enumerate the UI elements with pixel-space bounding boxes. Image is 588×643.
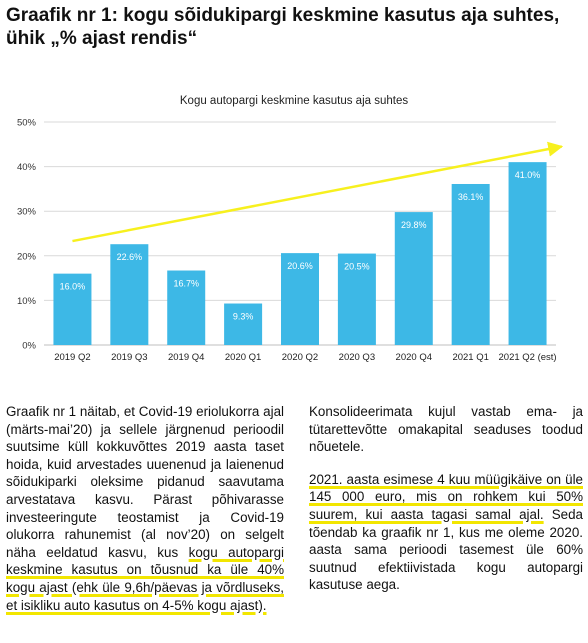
bar [508,162,547,345]
bar [53,273,92,345]
right-paragraph-part-2: Seda tõendab ka graafik nr 1, kus me ole… [309,506,583,593]
bar [224,303,263,345]
x-tick-label: 2020 Q4 [396,352,432,363]
bar [451,183,490,345]
left-paragraph-part-1: Graafik nr 1 näitab, et Covid-19 erioluk… [6,404,284,560]
data-label: 20.5% [344,262,370,272]
x-tick-label: 2021 Q2 (est) [499,352,557,363]
heading-line-2: ühik „% ajast rendis“ [6,28,198,49]
chart-heading: Graafik nr 1: kogu sõidukipargi keskmine… [6,4,582,50]
left-column: Graafik nr 1 näitab, et Covid-19 erioluk… [6,403,284,629]
usage-bar-chart: Kogu autopargi keskmine kasutus aja suht… [17,95,564,363]
bar [394,212,433,345]
left-paragraph-highlight: kogu autopargi keskmine kasutus on tõusn… [6,544,284,613]
bar [281,253,319,345]
data-label: 22.6% [117,252,143,262]
data-label: 41.0% [515,170,541,180]
y-tick-label: 50% [17,118,37,129]
data-label: 9.3% [233,312,254,322]
x-tick-label: 2020 Q2 [282,352,318,363]
data-label: 36.1% [458,192,484,202]
right-paragraph-1: Konsolideerimata kujul vastab ema- ja tü… [309,404,583,455]
data-label: 20.6% [287,261,313,271]
x-tick-label: 2019 Q3 [111,352,147,363]
right-paragraph-highlight: 2021. aasta esimese 4 kuu müügikäive on … [309,471,583,522]
heading-line-1: Graafik nr 1: kogu sõidukipargi keskmine… [6,5,560,26]
bar [110,244,149,345]
y-tick-label: 40% [17,162,37,173]
bar [337,253,376,345]
chart-title: Kogu autopargi keskmine kasutus aja suht… [180,95,408,107]
y-tick-label: 0% [22,341,36,352]
data-label: 16.0% [60,282,86,292]
trend-arrow [72,141,564,243]
y-tick-label: 30% [17,207,37,218]
x-tick-label: 2020 Q3 [339,352,375,363]
data-labels: 16.0% 22.6% 16.7% 9.3% 20.6% 20.5% 29.8% 36.1% 4… [60,170,541,321]
x-axis-ticks: 2019 Q2 2019 Q3 2019 Q4 2020 Q1 2020 Q2 2020 … [54,352,556,363]
y-axis-ticks: 0% 10% 20% 30% 40% 50% [17,118,37,352]
right-column: Konsolideerimata kujul vastab ema- ja tü… [309,403,583,609]
bars [53,162,547,345]
right-paragraph-2: 2021. aasta esimese 4 kuu müügikäive on … [309,471,583,594]
x-tick-label: 2020 Q1 [225,352,261,363]
x-tick-label: 2019 Q4 [168,352,204,363]
bar [167,270,206,345]
y-tick-label: 20% [17,251,37,262]
data-label: 16.7% [173,279,199,289]
x-tick-label: 2019 Q2 [54,352,90,363]
x-tick-label: 2021 Q1 [452,352,488,363]
data-label: 29.8% [401,220,427,230]
left-paragraph: Graafik nr 1 näitab, et Covid-19 erioluk… [6,403,284,614]
y-tick-label: 10% [17,296,37,307]
